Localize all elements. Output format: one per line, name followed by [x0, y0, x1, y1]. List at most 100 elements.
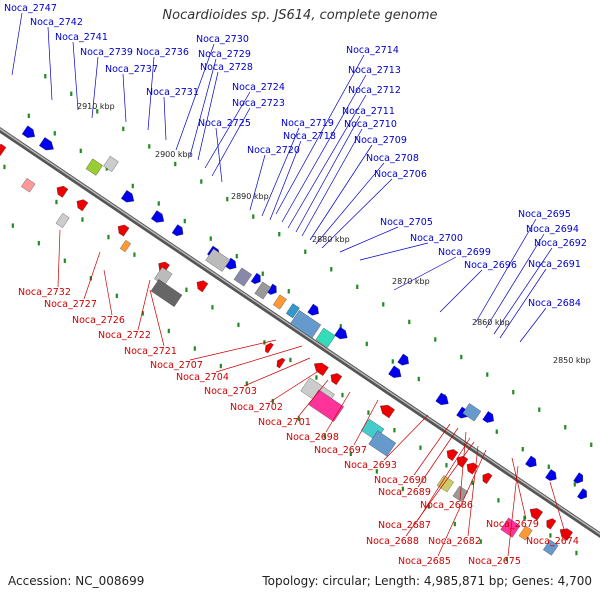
- gene-label-reverse: Noca_2674: [526, 536, 579, 547]
- track-marker: [349, 451, 352, 457]
- leader-line: [149, 289, 165, 347]
- reverse-gene: [233, 267, 252, 287]
- gene-shape: [39, 137, 54, 151]
- track-marker: [219, 363, 222, 369]
- marker-group: [3, 74, 593, 562]
- leader-line: [315, 162, 385, 245]
- track-marker: [523, 515, 526, 521]
- gene-label-forward: Noca_2696: [464, 260, 517, 271]
- leader-line: [467, 445, 479, 537]
- gene-label-reverse: Noca_2685: [398, 556, 451, 567]
- leader-line: [197, 71, 219, 161]
- gene-label-forward: Noca_2737: [105, 64, 158, 75]
- leader-line: [417, 427, 459, 488]
- gene-shape: [21, 178, 36, 193]
- track-marker: [521, 447, 524, 452]
- leader-line: [417, 437, 471, 521]
- leader-line: [507, 465, 519, 557]
- reverse-gene: [117, 224, 130, 237]
- gene-label-reverse: Noca_2722: [98, 330, 151, 341]
- track-marker: [3, 164, 6, 170]
- leader-line: [189, 58, 217, 157]
- leader-line: [511, 457, 527, 520]
- gene-label-forward: Noca_2736: [136, 47, 189, 58]
- gene-shape: [456, 455, 469, 468]
- gene-shape: [196, 280, 209, 293]
- track-marker: [289, 357, 292, 363]
- track-marker: [391, 359, 394, 364]
- track-marker: [590, 442, 593, 447]
- leader-line: [249, 154, 266, 211]
- genome-stats-text: Topology: circular; Length: 4,985,871 bp…: [262, 574, 592, 588]
- leader-line: [275, 54, 365, 215]
- gene-label-forward: Noca_2695: [518, 209, 571, 220]
- gene-shape: [482, 411, 494, 423]
- gene-shape: [529, 508, 543, 521]
- reverse-gene: [21, 178, 36, 193]
- track-marker: [304, 249, 307, 254]
- track-marker: [193, 346, 196, 351]
- track-marker: [471, 480, 474, 486]
- gene-shape: [397, 353, 409, 366]
- track-marker: [122, 126, 125, 132]
- gene-shape: [330, 373, 343, 385]
- reverse-gene: [119, 240, 131, 253]
- leader-line: [393, 256, 457, 291]
- track-marker: [226, 196, 229, 202]
- leader-line: [485, 233, 545, 329]
- forward-gene: [334, 326, 348, 340]
- track-marker: [237, 322, 240, 328]
- gene-label-forward: Noca_2714: [346, 45, 399, 56]
- gene-shape: [462, 403, 482, 422]
- track-marker: [417, 376, 420, 382]
- reverse-gene: [55, 213, 70, 228]
- track-marker: [167, 328, 170, 334]
- track-marker: [460, 354, 463, 360]
- accession-text: Accession: NC_008699: [8, 574, 145, 588]
- gene-label-reverse: Noca_2703: [204, 386, 257, 397]
- gene-label-forward: Noca_2692: [534, 238, 587, 249]
- gene-label-forward: Noca_2729: [198, 49, 251, 60]
- gene-shape: [103, 155, 119, 172]
- leader-line: [325, 391, 351, 433]
- leader-line: [519, 307, 547, 343]
- gene-label-forward: Noca_2747: [4, 3, 57, 14]
- leader-line: [83, 251, 101, 300]
- reverse-gene: [559, 528, 573, 541]
- track-marker: [79, 148, 82, 154]
- forward-gene: [120, 190, 135, 203]
- track-marker: [81, 217, 84, 222]
- gene-label-reverse: Noca_2693: [344, 460, 397, 471]
- gene-label-reverse: Noca_2690: [374, 475, 427, 486]
- gene-label-reverse: Noca_2688: [366, 536, 419, 547]
- track-marker: [174, 161, 177, 167]
- gene-label-forward: Noca_2731: [146, 87, 199, 98]
- leader-line: [261, 127, 300, 217]
- track-marker: [183, 218, 186, 224]
- gene-label-forward: Noca_2699: [438, 247, 491, 258]
- track-marker: [261, 271, 264, 276]
- gene-label-forward: Noca_2720: [247, 145, 300, 156]
- reverse-gene: [368, 430, 397, 457]
- gene-shape: [446, 449, 459, 461]
- track-marker: [549, 533, 552, 538]
- track-marker: [564, 425, 567, 430]
- gene-shape: [518, 525, 533, 541]
- gene-shape: [307, 303, 319, 316]
- leader-line: [353, 399, 379, 446]
- kbp-tick-label: 2860 kbp: [472, 318, 510, 327]
- gene-shape: [466, 462, 479, 475]
- reverse-gene: [272, 294, 287, 310]
- gene-label-forward: Noca_2706: [374, 169, 427, 180]
- gene-shape: [334, 326, 348, 340]
- forward-gene: [171, 224, 184, 237]
- track-marker: [287, 289, 290, 294]
- gene-label-forward: Noca_2718: [283, 131, 336, 142]
- backbone-line: [0, 126, 600, 539]
- gene-label-reverse: Noca_2698: [286, 432, 339, 443]
- gene-shape: [545, 469, 557, 481]
- leader-line: [11, 12, 23, 76]
- kbp-tick-label: 2870 kbp: [392, 277, 430, 286]
- gene-shape: [150, 279, 183, 307]
- track-marker: [157, 201, 160, 206]
